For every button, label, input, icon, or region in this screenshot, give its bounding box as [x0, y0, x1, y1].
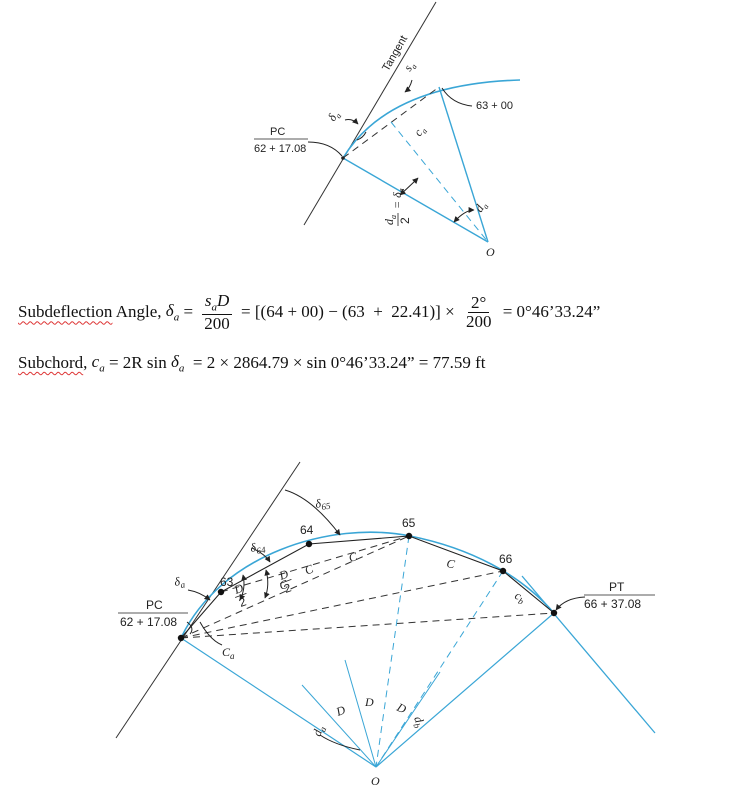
- main-arc: [180, 531, 555, 639]
- delta65-label: δ65: [314, 495, 332, 513]
- sta65-point: [405, 532, 413, 540]
- svg-text:2: 2: [282, 580, 293, 596]
- radius-65-dashed: [375, 535, 410, 768]
- radius-63-stub: [301, 684, 377, 768]
- eq1-fraction-1: saD 200: [201, 292, 233, 333]
- delta64-arc: [251, 547, 271, 563]
- da-angle-arc: [453, 207, 475, 223]
- da-center-label: da: [310, 723, 329, 739]
- eq1-label: Angle,: [112, 302, 166, 322]
- radius-station: [438, 86, 489, 243]
- delta-a-bottom-label: δa: [173, 573, 186, 591]
- ca-leader: [199, 621, 223, 646]
- radius-66-stub: [375, 671, 441, 768]
- eq2-prefix: Subchord: [18, 353, 84, 373]
- sa-label: sa: [401, 59, 419, 75]
- eq1-prefix: Subdeflection: [18, 302, 113, 322]
- pt-station: 66 + 37.08: [584, 597, 641, 611]
- top-arc: [342, 79, 521, 159]
- sta63-to-65-dashed: [220, 535, 410, 593]
- eq1-eq: =: [179, 302, 198, 322]
- d-half-arc-2: [264, 569, 271, 599]
- sta66-point: [499, 567, 507, 575]
- db-center-label: db: [409, 714, 428, 730]
- svg-text:= δa: = δa: [390, 188, 406, 209]
- eq1-middle: = [(64 + 00) − (63 + 22.41)] ×: [236, 302, 459, 322]
- chord-c-3: C: [445, 556, 456, 571]
- sta64-point: [305, 540, 313, 548]
- delta-angle-arc: [356, 131, 367, 141]
- station-leader: [441, 87, 473, 107]
- ca-bottom-label: Ca: [222, 645, 235, 661]
- radius-pc: [342, 157, 489, 243]
- eq2-comma: ,: [83, 353, 92, 373]
- pt-point: [550, 609, 558, 617]
- sta63-point: [217, 588, 225, 596]
- sta66-label: 66: [499, 552, 513, 566]
- pt-label: PT: [609, 580, 625, 594]
- half-angle-label: da 2 = δa: [382, 188, 412, 226]
- sa-arrow: [404, 79, 413, 93]
- svg-text:da: da: [382, 215, 398, 225]
- radius-pt-bottom: [375, 612, 555, 768]
- back-tangent: [115, 461, 301, 739]
- delta-a-arrow: [344, 118, 359, 125]
- sta64-label: 64: [300, 523, 314, 537]
- radius-66-dashed: [375, 570, 504, 768]
- d-half-label-1: D 2: [231, 581, 248, 610]
- radius-64-stub: [344, 659, 377, 768]
- d-half-arc-1: [239, 574, 248, 601]
- pc-bottom-station: 62 + 17.08: [120, 615, 177, 629]
- pc-bottom-point: [177, 634, 185, 642]
- pc-to-pt-dashed: [180, 612, 555, 639]
- pc-station: 62 + 17.08: [254, 143, 306, 155]
- delta-a-bottom-arrow: [187, 589, 211, 601]
- subdeflection-equation: Subdeflection Angle, δa = saD 200 = [(64…: [18, 292, 600, 333]
- bisector-line: [390, 121, 489, 243]
- eq1-result: = 0°46’33.24”: [498, 302, 601, 322]
- station-label: 63 + 00: [476, 100, 513, 112]
- delta65-arc: [284, 489, 341, 536]
- eq1-delta: δa: [165, 301, 180, 324]
- o-label: O: [486, 245, 495, 259]
- pt-leader: [555, 596, 586, 611]
- o-bottom-label: O: [371, 774, 380, 788]
- delta64-label: δ64: [249, 539, 267, 557]
- pc-bottom-leader: [186, 621, 193, 635]
- d-center-3: D: [394, 700, 409, 717]
- radius-pc-bottom: [180, 637, 377, 768]
- pc-to-66-dashed: [180, 570, 504, 639]
- d-center-2: D: [364, 695, 374, 709]
- chord-polyline: [180, 535, 555, 639]
- cb-label: cb: [512, 588, 528, 607]
- half-angle-arc: [399, 177, 419, 196]
- sta65-label: 65: [402, 516, 416, 530]
- sta63-label: 63: [220, 575, 234, 589]
- svg-text:2: 2: [398, 217, 412, 224]
- subchord-equation: Subchord , ca = 2R sin δa = 2 × 2864.79 …: [18, 352, 485, 374]
- eq1-fraction-2: 2° 200: [465, 293, 492, 331]
- da-center-arc: [319, 734, 361, 751]
- pc-bottom-label: PC: [146, 598, 163, 612]
- eq2-c: ca: [91, 352, 105, 375]
- top-curve-diagram: Tangent sa δa ca da da 2 = δa 63 + 00 PC…: [254, 1, 521, 259]
- pc-label: PC: [270, 126, 285, 138]
- svg-text:2: 2: [237, 594, 248, 610]
- pc-leader: [307, 141, 343, 157]
- tangent-line: [303, 1, 437, 226]
- eq2-delta: δa: [170, 352, 185, 375]
- pc-point: [341, 156, 345, 160]
- eq2-rest: = 2R sin: [104, 353, 171, 373]
- eq2-result: = 2 × 2864.79 × sin 0°46’33.24” = 77.59 …: [184, 353, 486, 373]
- d-center-1: D: [333, 703, 347, 720]
- subchord-line: [342, 86, 440, 159]
- pc-to-65-dashed: [180, 535, 410, 639]
